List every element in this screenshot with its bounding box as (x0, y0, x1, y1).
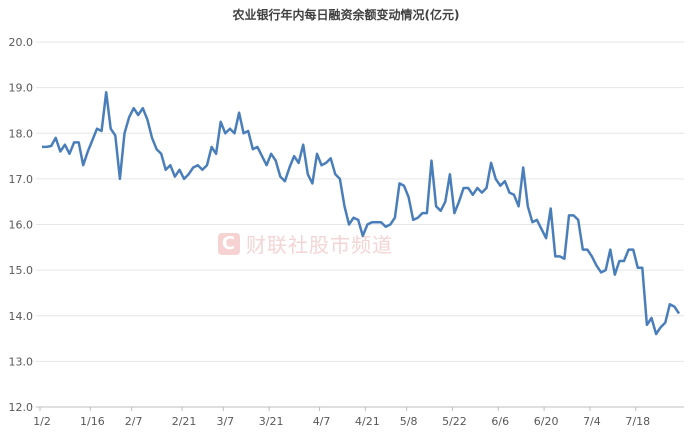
data-line (42, 90, 681, 336)
y-tick-label: 15.0 (9, 264, 34, 277)
x-tick-label: 2/7 (125, 415, 143, 428)
x-tick-label: 5/8 (400, 415, 418, 428)
x-tick-label: 5/22 (442, 415, 467, 428)
y-tick-label: 16.0 (9, 219, 34, 232)
x-tick-label: 6/20 (534, 415, 559, 428)
y-tick-label: 14.0 (9, 310, 34, 323)
watermark-text: 财联社股市频道 (246, 233, 393, 257)
watermark-logo-icon: C (218, 232, 240, 255)
x-tick-label: 3/21 (259, 415, 284, 428)
y-tick-label: 12.0 (9, 401, 34, 414)
y-tick-label: 18.0 (9, 127, 34, 140)
x-tick-label: 3/7 (216, 415, 234, 428)
y-tick-label: 17.0 (9, 173, 34, 186)
x-tick-label: 4/7 (313, 415, 331, 428)
x-tick-label: 2/21 (172, 415, 197, 428)
y-tick-label: 13.0 (9, 355, 34, 368)
x-tick-label: 1/2 (33, 415, 51, 428)
y-tick-label: 20.0 (9, 36, 34, 49)
x-tick-label: 4/21 (355, 415, 380, 428)
watermark: C 财联社股市频道 (218, 229, 393, 258)
chart-title: 农业银行年内每日融资余额变动情况(亿元) (232, 8, 460, 22)
x-tick-label: 7/4 (583, 415, 601, 428)
y-tick-label: 19.0 (9, 82, 34, 95)
x-tick-label: 7/18 (625, 415, 650, 428)
x-tick-label: 1/16 (80, 415, 105, 428)
x-tick-label: 6/6 (491, 415, 509, 428)
